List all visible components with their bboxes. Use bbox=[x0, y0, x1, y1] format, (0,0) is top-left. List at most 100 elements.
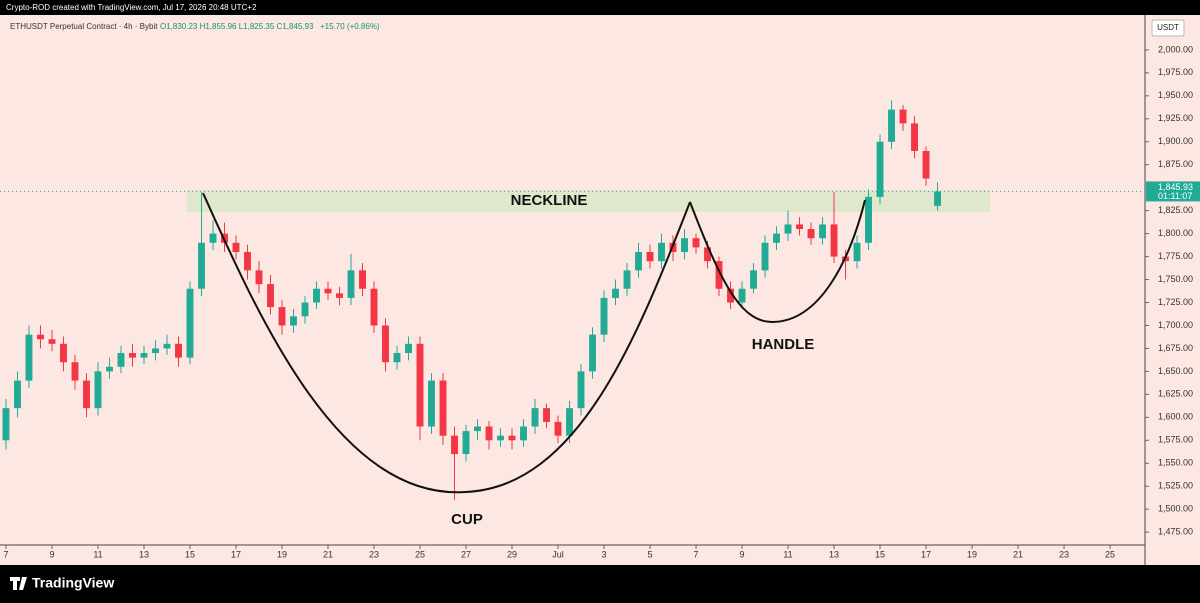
header-bar bbox=[0, 0, 1200, 15]
candle-body bbox=[382, 325, 389, 363]
candle-body bbox=[198, 242, 205, 289]
footer-bar bbox=[0, 565, 1200, 603]
y-tick-label: 1,725.00 bbox=[1158, 297, 1193, 307]
candle-body bbox=[129, 353, 136, 358]
x-tick-label: 15 bbox=[875, 549, 885, 559]
candle-body bbox=[934, 191, 941, 206]
x-tick-label: 17 bbox=[231, 549, 241, 559]
x-tick-label: 9 bbox=[740, 549, 745, 559]
candles bbox=[0, 100, 1145, 500]
candle-body bbox=[635, 251, 642, 271]
candle-body bbox=[25, 334, 33, 381]
last-price-tag bbox=[1146, 181, 1200, 202]
chart-title: ETHUSDT Perpetual Contract · 4h · Bybit bbox=[10, 22, 158, 31]
cup-curve bbox=[202, 192, 691, 494]
candle-body bbox=[106, 366, 113, 372]
y-tick-label: 1,625.00 bbox=[1158, 389, 1193, 399]
candle-body bbox=[370, 288, 378, 326]
x-tick-label: 17 bbox=[921, 549, 931, 559]
candle-body bbox=[543, 408, 550, 422]
candle-body bbox=[439, 380, 447, 436]
last-price-label: 1,845.93 bbox=[1158, 182, 1193, 192]
candle-body bbox=[715, 261, 723, 289]
candle-body bbox=[14, 380, 21, 409]
candle-body bbox=[681, 238, 688, 252]
candle-body bbox=[531, 408, 539, 427]
candle-body bbox=[497, 435, 504, 441]
x-tick-label: 7 bbox=[694, 549, 699, 559]
change-label: +15.70 (+0.86%) bbox=[320, 22, 380, 31]
annotation: NECKLINE bbox=[511, 192, 588, 209]
candle-body bbox=[819, 224, 826, 239]
x-tick-label: Jul bbox=[552, 549, 564, 559]
axes: 1,475.00 1,500.00 1,525.00 1,550.00 1,575.00… bbox=[3, 44, 1200, 559]
candle-body bbox=[508, 435, 516, 441]
y-tick-label: 1,975.00 bbox=[1158, 67, 1193, 77]
y-tick-label: 1,600.00 bbox=[1158, 412, 1193, 422]
y-tick-label: 1,775.00 bbox=[1158, 251, 1193, 261]
x-tick-label: 27 bbox=[461, 549, 471, 559]
y-tick-label: 1,900.00 bbox=[1158, 136, 1193, 146]
candle-body bbox=[290, 316, 297, 326]
annotation: CUP bbox=[451, 511, 483, 528]
candle-body bbox=[416, 343, 424, 427]
ohlc-label: O1,830.23 H1,855.96 L1,825.35 C1,845.93 bbox=[160, 22, 314, 31]
candle-body bbox=[140, 353, 148, 358]
y-tick-label: 1,475.00 bbox=[1158, 527, 1193, 537]
candle-body bbox=[37, 334, 44, 340]
x-tick-label: 29 bbox=[507, 549, 517, 559]
y-tick-label: 1,800.00 bbox=[1158, 228, 1193, 238]
x-tick-label: 19 bbox=[967, 549, 977, 559]
candle-body bbox=[71, 362, 79, 381]
x-tick-label: 21 bbox=[323, 549, 333, 559]
candle-body bbox=[462, 431, 470, 455]
candle-body bbox=[117, 353, 125, 367]
candle-body bbox=[347, 270, 355, 298]
candle-body bbox=[485, 426, 493, 441]
candle-body bbox=[474, 426, 481, 432]
candle-body bbox=[94, 371, 102, 409]
y-tick-label: 1,700.00 bbox=[1158, 320, 1193, 330]
candle-body bbox=[393, 353, 401, 363]
y-tick-label: 1,875.00 bbox=[1158, 159, 1193, 169]
x-tick-label: 21 bbox=[1013, 549, 1023, 559]
candle-body bbox=[163, 343, 171, 349]
candle-body bbox=[830, 224, 838, 257]
candle-body bbox=[48, 339, 56, 344]
candle-body bbox=[186, 288, 194, 358]
candle-body bbox=[922, 150, 930, 179]
candle-body bbox=[359, 270, 366, 289]
candle-body bbox=[658, 242, 665, 262]
candle-body bbox=[888, 109, 895, 142]
candle-body bbox=[244, 251, 251, 271]
currency-label: USDT bbox=[1157, 23, 1179, 32]
header-text: Crypto-ROD created with TradingView.com,… bbox=[6, 3, 257, 12]
annotation: HANDLE bbox=[752, 336, 815, 353]
candle-body bbox=[60, 343, 67, 363]
x-tick-label: 13 bbox=[829, 549, 839, 559]
currency-box bbox=[1151, 19, 1185, 37]
candle-body bbox=[692, 238, 700, 248]
candle-body bbox=[899, 109, 907, 124]
candle-body bbox=[784, 224, 792, 234]
candle-body bbox=[2, 408, 10, 441]
x-tick-label: 25 bbox=[415, 549, 425, 559]
y-tick-label: 1,925.00 bbox=[1158, 113, 1193, 123]
x-tick-label: 11 bbox=[783, 549, 792, 559]
y-tick-label: 1,950.00 bbox=[1158, 90, 1193, 100]
x-tick-label: 23 bbox=[369, 549, 379, 559]
candle-body bbox=[600, 297, 608, 335]
y-tick-label: 1,575.00 bbox=[1158, 435, 1193, 445]
neckline-zone bbox=[187, 190, 990, 212]
candle-body bbox=[336, 293, 343, 298]
candle-body bbox=[623, 270, 631, 289]
candle-body bbox=[796, 224, 803, 230]
candle-body bbox=[405, 343, 412, 354]
candle-body bbox=[853, 242, 861, 262]
countdown-label: 01:11:07 bbox=[1158, 191, 1192, 201]
candle-body bbox=[232, 242, 240, 252]
y-tick-label: 1,650.00 bbox=[1158, 366, 1193, 376]
candle-body bbox=[738, 288, 746, 303]
y-tick-label: 1,750.00 bbox=[1158, 274, 1193, 284]
handle-curve bbox=[689, 199, 866, 324]
